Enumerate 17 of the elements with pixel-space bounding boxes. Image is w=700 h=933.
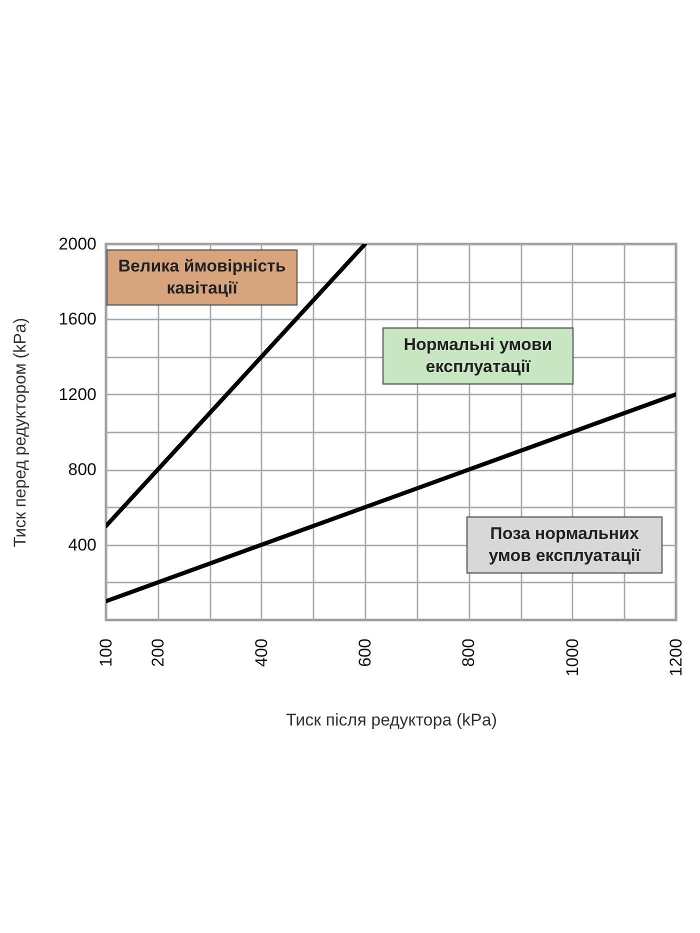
y-tick-label: 800 [68, 460, 96, 480]
x-tick-label: 200 [148, 638, 168, 667]
y-tick-label: 2000 [58, 234, 96, 254]
x-tick-label: 1000 [562, 638, 582, 676]
x-axis-title: Тиск після редуктора (kPa) [286, 710, 498, 730]
x-tick-label: 600 [356, 638, 375, 667]
y-tick-label: 1200 [58, 384, 96, 404]
x-tick-label: 100 [96, 638, 116, 667]
annotation: Велика ймовірність кавітації [118, 256, 286, 298]
x-tick-label: 800 [459, 638, 478, 667]
annotation: Поза нормальних умов експлуатації [488, 524, 642, 565]
x-tick-label: 1200 [666, 638, 686, 676]
y-tick-label: 400 [68, 535, 96, 554]
x-tick-label: 400 [252, 638, 271, 667]
y-tick-label: 1600 [58, 310, 96, 329]
y-axis-title: Тиск перед редуктором (kPa) [10, 318, 30, 548]
annotation: Нормальні умови експлуатації [404, 335, 552, 376]
